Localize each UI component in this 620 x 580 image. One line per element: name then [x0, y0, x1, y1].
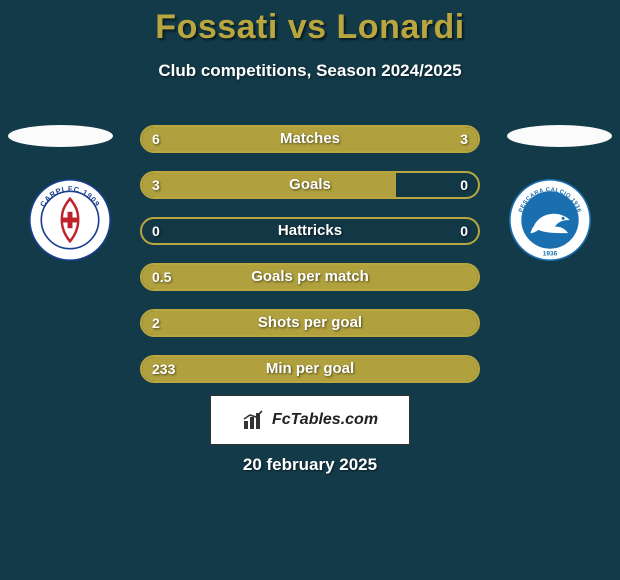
comparison-bars: 63Matches 30Goals 00Hattricks 0.5Goals per …: [140, 125, 480, 401]
stat-row: 0.5Goals per match: [140, 263, 480, 291]
stat-row: 2Shots per goal: [140, 309, 480, 337]
player-oval-right: [507, 125, 612, 147]
stat-label: Hattricks: [142, 219, 478, 243]
carpi-badge-icon: CARPI FC 1909: [29, 179, 111, 261]
club-badge-right: PESCARA CALCIO 1936 1936: [509, 179, 591, 261]
stat-label: Goals: [142, 173, 478, 197]
subtitle: Club competitions, Season 2024/2025: [0, 61, 620, 81]
brand-chart-icon: [242, 409, 266, 431]
player-oval-left: [8, 125, 113, 147]
svg-text:1936: 1936: [543, 250, 558, 257]
stat-label: Matches: [142, 127, 478, 151]
club-badge-left: CARPI FC 1909: [29, 179, 111, 261]
page-title: Fossati vs Lonardi: [0, 8, 620, 47]
stat-row: 63Matches: [140, 125, 480, 153]
stat-row: 233Min per goal: [140, 355, 480, 383]
stat-label: Goals per match: [142, 265, 478, 289]
pescara-badge-icon: PESCARA CALCIO 1936 1936: [509, 179, 591, 261]
comparison-card: Fossati vs Lonardi Club competitions, Se…: [0, 0, 620, 580]
brand-box[interactable]: FcTables.com: [210, 395, 410, 445]
date-text: 20 february 2025: [0, 455, 620, 475]
stat-row: 30Goals: [140, 171, 480, 199]
stat-label: Min per goal: [142, 357, 478, 381]
stat-row: 00Hattricks: [140, 217, 480, 245]
brand-text: FcTables.com: [272, 411, 378, 429]
stat-label: Shots per goal: [142, 311, 478, 335]
